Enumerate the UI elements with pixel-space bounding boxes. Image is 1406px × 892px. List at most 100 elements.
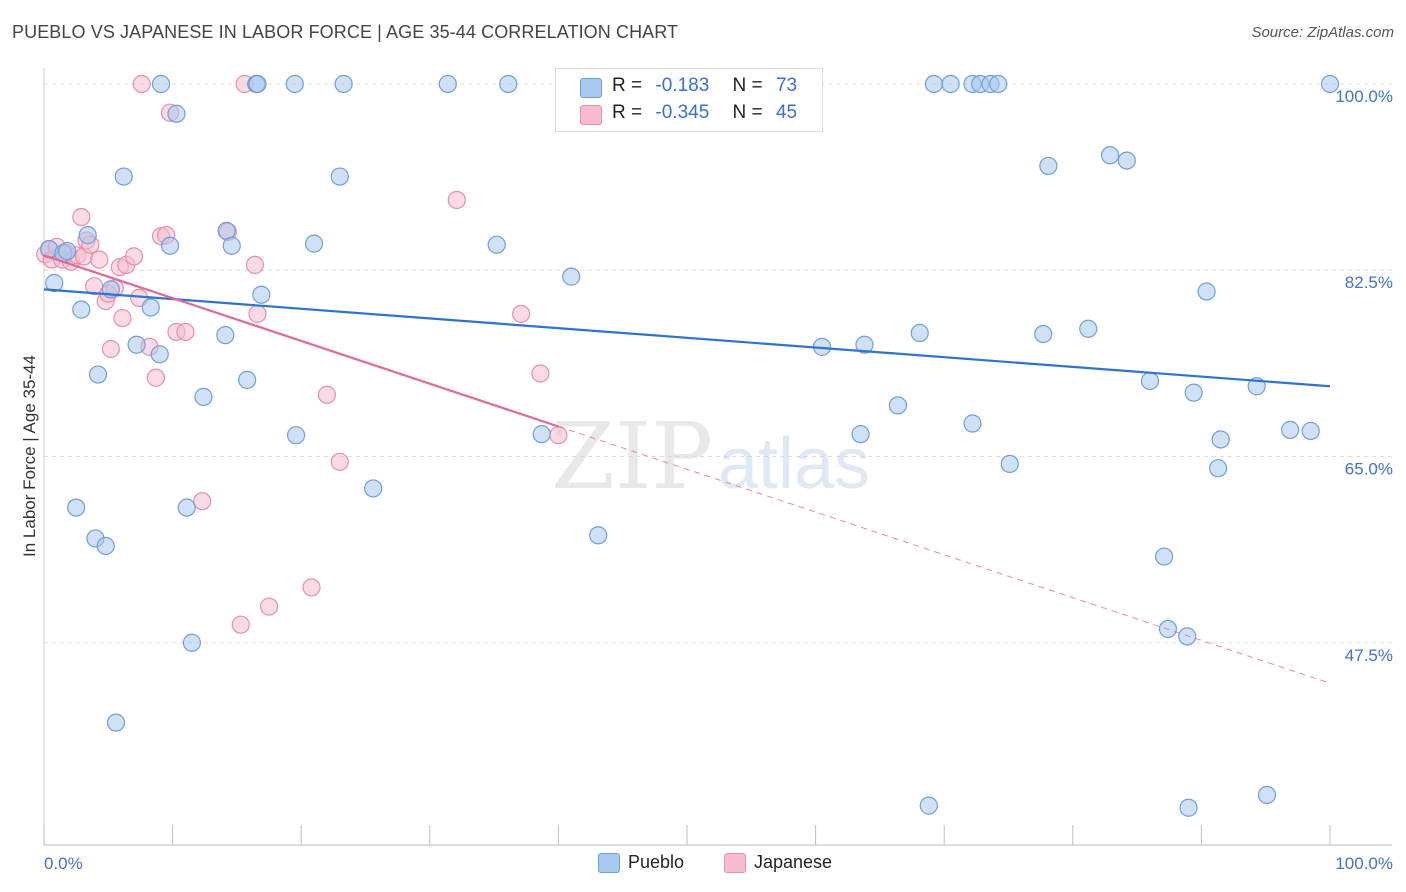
pueblo-point bbox=[141, 298, 160, 317]
pueblo-r-label: R = bbox=[612, 75, 643, 96]
pueblo-point bbox=[304, 234, 324, 253]
grid-lines bbox=[44, 83, 1392, 644]
japanese-trend-line-dashed bbox=[558, 426, 1331, 684]
chart-title: PUEBLO VS JAPANESE IN LABOR FORCE | AGE … bbox=[12, 22, 679, 42]
pueblo-point bbox=[589, 526, 608, 545]
pueblo-point bbox=[963, 414, 982, 433]
japanese-point bbox=[549, 426, 568, 445]
japanese-swatch bbox=[580, 105, 602, 125]
japanese-points bbox=[36, 74, 568, 634]
pueblo-point bbox=[67, 498, 86, 517]
pueblo-point bbox=[1320, 74, 1340, 94]
japanese-point bbox=[124, 247, 144, 266]
stats-legend-box: R = -0.183 N = 73 R = -0.345 N = 45 bbox=[555, 68, 823, 132]
legend-japanese-swatch bbox=[724, 853, 746, 874]
pueblo-point bbox=[45, 273, 64, 293]
legend-japanese[interactable]: Japanese bbox=[724, 852, 832, 874]
pueblo-point bbox=[88, 365, 108, 384]
pueblo-point bbox=[924, 74, 944, 94]
axes bbox=[43, 68, 1392, 846]
pueblo-point bbox=[72, 300, 91, 319]
japanese-point bbox=[302, 578, 321, 597]
pueblo-point bbox=[286, 426, 306, 445]
y-tick-label: 47.5% bbox=[1345, 646, 1393, 665]
japanese-r-label: R = bbox=[612, 102, 643, 123]
pueblo-point bbox=[330, 167, 349, 186]
pueblo-n-label: N = bbox=[732, 75, 763, 96]
legend-pueblo-label: Pueblo bbox=[628, 852, 685, 872]
pueblo-point bbox=[888, 396, 908, 415]
pueblo-point bbox=[989, 74, 1008, 94]
pueblo-point bbox=[1000, 454, 1019, 474]
watermark-zip: ZIP bbox=[551, 403, 713, 510]
legend-pueblo[interactable]: Pueblo bbox=[598, 852, 685, 874]
pueblo-stats-row: R = -0.183 N = 73 bbox=[612, 75, 797, 99]
pueblo-point bbox=[252, 285, 271, 304]
japanese-point bbox=[231, 615, 250, 634]
pueblo-point bbox=[150, 345, 169, 364]
japanese-point bbox=[259, 597, 279, 616]
pueblo-point bbox=[127, 335, 146, 354]
pueblo-point bbox=[151, 74, 171, 94]
pueblo-point bbox=[1140, 371, 1160, 391]
japanese-point bbox=[113, 309, 132, 328]
pueblo-point bbox=[194, 387, 213, 406]
y-tick-label: 65.0% bbox=[1345, 460, 1393, 479]
pueblo-point bbox=[1209, 459, 1228, 478]
japanese-n-label: N = bbox=[732, 102, 763, 123]
pueblo-trend-line bbox=[43, 288, 1331, 388]
pueblo-r-value: -0.183 bbox=[655, 75, 710, 96]
pueblo-point bbox=[438, 74, 457, 94]
pueblo-point bbox=[334, 74, 353, 94]
pueblo-point bbox=[364, 479, 383, 498]
pueblo-point bbox=[499, 74, 518, 94]
japanese-point bbox=[512, 304, 531, 323]
pueblo-point bbox=[1184, 383, 1203, 402]
pueblo-point bbox=[855, 335, 874, 354]
pueblo-point bbox=[160, 236, 180, 255]
y-tick-label: 82.5% bbox=[1345, 273, 1393, 292]
trend-lines bbox=[43, 254, 1331, 684]
pueblo-point bbox=[851, 425, 870, 444]
japanese-point bbox=[72, 207, 91, 227]
legend-pueblo-swatch bbox=[598, 853, 620, 874]
pueblo-point bbox=[182, 633, 201, 652]
japanese-point bbox=[101, 339, 120, 359]
japanese-point bbox=[176, 322, 195, 342]
pueblo-point bbox=[1281, 420, 1300, 439]
pueblo-point bbox=[285, 74, 304, 94]
pueblo-point bbox=[941, 74, 960, 94]
pueblo-point bbox=[1197, 282, 1216, 301]
pueblo-point bbox=[58, 241, 77, 261]
x-tick-label: 100.0% bbox=[1335, 854, 1393, 873]
pueblo-swatch bbox=[580, 78, 602, 98]
japanese-point bbox=[330, 452, 349, 471]
pueblo-point bbox=[1079, 319, 1098, 338]
pueblo-point bbox=[167, 104, 186, 123]
pueblo-point bbox=[106, 713, 126, 732]
japanese-point bbox=[146, 368, 165, 387]
pueblo-n-value: 73 bbox=[775, 75, 798, 96]
pueblo-point bbox=[238, 370, 257, 389]
pueblo-point bbox=[532, 425, 551, 444]
watermark-atlas: atlas bbox=[718, 424, 870, 504]
pueblo-point bbox=[1039, 156, 1058, 176]
pueblo-point bbox=[1034, 324, 1053, 344]
japanese-point bbox=[248, 304, 267, 323]
japanese-trend-line bbox=[43, 254, 559, 428]
pueblo-point bbox=[216, 326, 235, 345]
pueblo-point bbox=[910, 323, 929, 343]
pueblo-points bbox=[40, 74, 1340, 817]
japanese-r-value: -0.345 bbox=[655, 102, 710, 123]
japanese-stats-row: R = -0.345 N = 45 bbox=[612, 102, 797, 126]
pueblo-point bbox=[1178, 627, 1197, 646]
pueblo-point bbox=[919, 796, 938, 815]
japanese-point bbox=[193, 492, 212, 511]
japanese-point bbox=[317, 385, 337, 404]
x-tick-labels: 0.0% 100.0% bbox=[44, 854, 1393, 873]
pueblo-point bbox=[78, 226, 97, 245]
pueblo-point bbox=[96, 536, 115, 556]
pueblo-point bbox=[1100, 146, 1120, 165]
y-tick-labels: 100.0% 82.5% 65.0% 47.5% bbox=[1335, 87, 1393, 665]
